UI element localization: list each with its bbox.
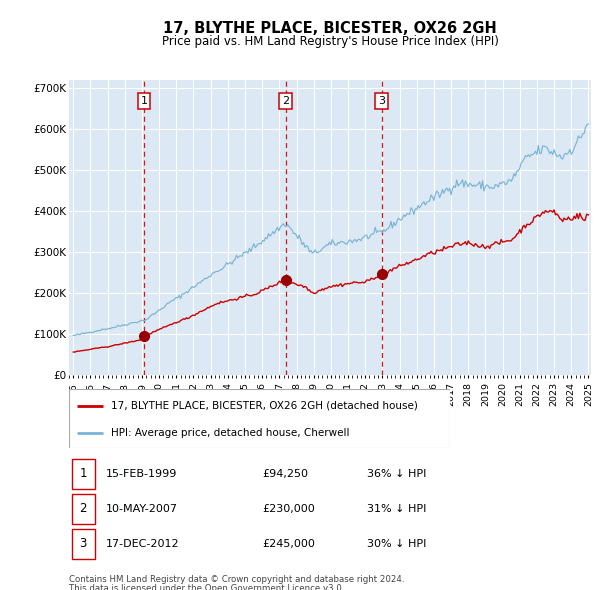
Text: 17-DEC-2012: 17-DEC-2012: [106, 539, 179, 549]
Text: Contains HM Land Registry data © Crown copyright and database right 2024.: Contains HM Land Registry data © Crown c…: [69, 575, 404, 584]
Text: 17, BLYTHE PLACE, BICESTER, OX26 2GH: 17, BLYTHE PLACE, BICESTER, OX26 2GH: [163, 21, 497, 35]
Text: 3: 3: [378, 96, 385, 106]
Text: HPI: Average price, detached house, Cherwell: HPI: Average price, detached house, Cher…: [111, 428, 349, 438]
Text: Price paid vs. HM Land Registry's House Price Index (HPI): Price paid vs. HM Land Registry's House …: [161, 35, 499, 48]
Text: 1: 1: [80, 467, 87, 480]
FancyBboxPatch shape: [71, 458, 95, 489]
Text: 2: 2: [282, 96, 289, 106]
Text: £94,250: £94,250: [262, 469, 308, 479]
Text: 3: 3: [80, 537, 87, 550]
Text: 36% ↓ HPI: 36% ↓ HPI: [367, 469, 426, 479]
Text: 30% ↓ HPI: 30% ↓ HPI: [367, 539, 426, 549]
Text: 31% ↓ HPI: 31% ↓ HPI: [367, 504, 426, 514]
Text: £230,000: £230,000: [262, 504, 315, 514]
FancyBboxPatch shape: [69, 389, 450, 448]
FancyBboxPatch shape: [71, 529, 95, 559]
Text: 1: 1: [140, 96, 148, 106]
Text: 10-MAY-2007: 10-MAY-2007: [106, 504, 178, 514]
Text: £245,000: £245,000: [262, 539, 315, 549]
FancyBboxPatch shape: [71, 494, 95, 524]
Text: 15-FEB-1999: 15-FEB-1999: [106, 469, 177, 479]
Text: This data is licensed under the Open Government Licence v3.0.: This data is licensed under the Open Gov…: [69, 584, 344, 590]
Text: 2: 2: [80, 502, 87, 516]
Text: 17, BLYTHE PLACE, BICESTER, OX26 2GH (detached house): 17, BLYTHE PLACE, BICESTER, OX26 2GH (de…: [111, 401, 418, 411]
